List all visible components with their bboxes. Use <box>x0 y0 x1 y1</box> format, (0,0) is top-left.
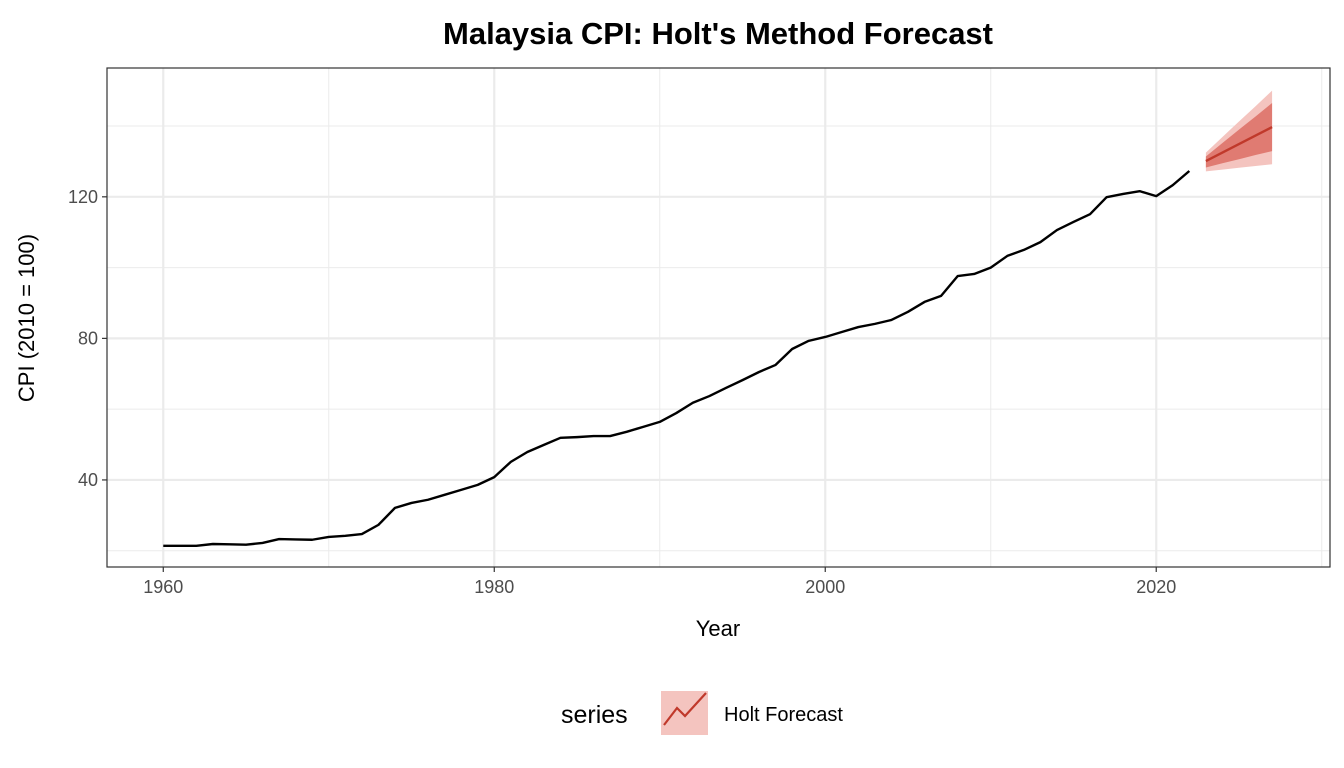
chart-title: Malaysia CPI: Holt's Method Forecast <box>443 16 993 51</box>
y-tick-label: 120 <box>68 187 98 207</box>
y-axis-title: CPI (2010 = 100) <box>14 234 39 402</box>
x-tick-label: 1980 <box>474 577 514 597</box>
series-lines <box>163 126 1273 547</box>
y-tick-label: 40 <box>78 470 98 490</box>
holt-forecast-line <box>1205 126 1273 163</box>
x-axis: 1960 1980 2000 2020 <box>143 567 1176 597</box>
actual-cpi-line <box>163 170 1191 547</box>
gridlines <box>107 68 1330 567</box>
x-tick-label: 2020 <box>1136 577 1176 597</box>
y-axis: 40 80 120 <box>68 187 107 490</box>
y-tick-label: 80 <box>78 328 98 348</box>
x-tick-label: 1960 <box>143 577 183 597</box>
x-tick-label: 2000 <box>805 577 845 597</box>
legend-title: series <box>561 701 628 729</box>
x-axis-title: Year <box>696 616 740 641</box>
legend-key-line-icon <box>663 692 707 726</box>
panel-border <box>106 67 1331 568</box>
legend: series Holt Forecast <box>561 691 843 735</box>
legend-entry-holt-forecast: Holt Forecast <box>724 704 843 726</box>
